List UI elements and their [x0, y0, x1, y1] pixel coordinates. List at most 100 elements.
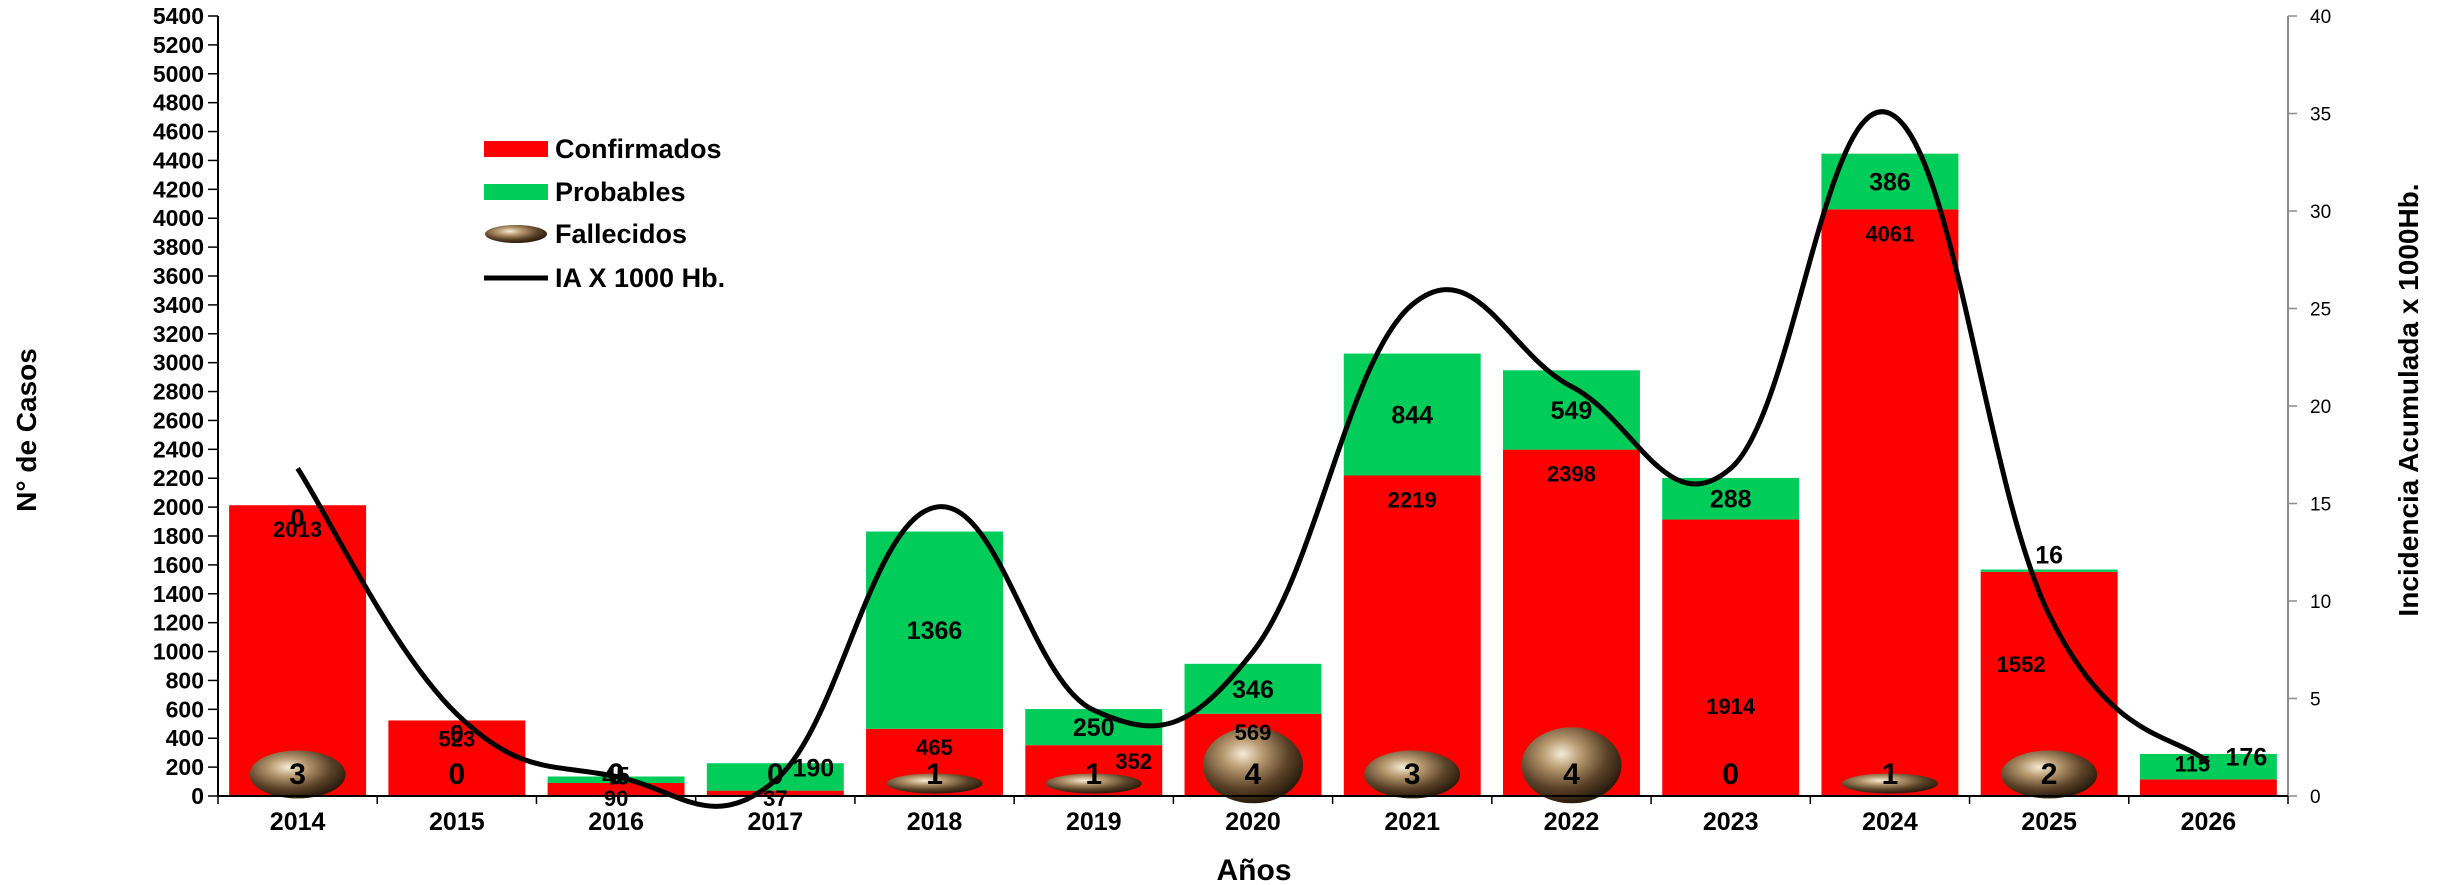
x-axis-title: Años [1217, 854, 1292, 885]
y-tick-label: 400 [166, 725, 204, 751]
fallecidos-marker [1045, 773, 1142, 794]
bar-probables [2139, 753, 2277, 780]
y-tick-label: 3600 [153, 263, 204, 289]
y-tick-label: 3800 [153, 234, 204, 260]
y-tick-label: 2800 [153, 379, 204, 405]
x-tick-label: 2025 [2021, 808, 2077, 836]
y2-tick-label: 10 [2310, 592, 2331, 613]
fallecidos-marker [1203, 727, 1303, 804]
incidence-line [295, 109, 2211, 809]
confirmados-label: 115 [2175, 751, 2211, 776]
legend-label-confirmados: Confirmados [555, 134, 722, 164]
fallecidos-label: 0 [767, 758, 784, 791]
x-tick-label: 2022 [1544, 808, 1600, 836]
fallecidos-marker [1364, 750, 1461, 799]
y-tick-label: 200 [166, 754, 204, 780]
confirmados-label: 37 [763, 786, 787, 811]
legend-label-probables: Probables [555, 177, 686, 207]
y2-axis-title: Incidencia Acumulada x 1000Hb. [2393, 183, 2424, 616]
x-tick-label: 2016 [588, 808, 644, 836]
fallecidos-marker [2001, 750, 2098, 799]
fallecidos-marker [886, 773, 983, 794]
x-tick-label: 2020 [1225, 808, 1281, 836]
y-tick-label: 4000 [153, 205, 204, 231]
x-tick-label: 2014 [270, 808, 326, 836]
fallecidos-label: 0 [449, 758, 466, 791]
probables-label: 0 [450, 720, 464, 748]
fallecidos-label: 3 [289, 758, 306, 791]
data-labels: 3 0 0 0 1 1 4 3 4 0 1 20201305234590190371366465250… [273, 169, 2267, 811]
fallecidos-label: 1 [1882, 758, 1899, 791]
fallecidos-marker [249, 750, 346, 799]
confirmados-label: 569 [1235, 720, 1272, 745]
x-tick-label: 2026 [2181, 808, 2237, 836]
y2-tick-label: 20 [2310, 397, 2331, 418]
fallecidos-markers [249, 727, 2098, 804]
y-tick-label: 2200 [153, 465, 204, 491]
x-axis: 2014 2015 2016 2017 2018 2019 2020 2021 2022 2023… [217, 795, 2289, 836]
fallecidos-label: 3 [1404, 758, 1421, 791]
bar-confirmados [229, 505, 367, 796]
confirmados-label: 1552 [1997, 652, 2046, 677]
bar-probables [866, 531, 1004, 729]
fallecidos-label: 2 [2041, 758, 2058, 791]
confirmados-label: 2398 [1547, 462, 1596, 487]
y-tick-label: 3400 [153, 292, 204, 318]
y2-tick-label: 30 [2310, 202, 2331, 223]
probables-label: 386 [1869, 169, 1911, 197]
y2-tick-label: 15 [2310, 495, 2331, 516]
y-tick-label: 3200 [153, 321, 204, 347]
y-tick-label: 4800 [153, 90, 204, 116]
y-tick-label: 1600 [153, 552, 204, 578]
y-tick-label: 4400 [153, 147, 204, 173]
confirmados-label: 352 [1115, 749, 1152, 774]
y-tick-label: 5000 [153, 61, 204, 87]
y-tick-label: 5400 [153, 3, 204, 29]
y-tick-label: 2600 [153, 407, 204, 433]
bar-confirmados [1343, 475, 1481, 796]
bar-confirmados [1821, 209, 1959, 796]
x-tick-label: 2015 [429, 808, 485, 836]
legend-fallecidos-icon [485, 225, 547, 243]
y2-tick-label: 25 [2310, 300, 2331, 321]
y2-tick-label: 35 [2310, 105, 2331, 126]
legend-swatch-probables [484, 184, 548, 200]
probables-label: 346 [1232, 676, 1274, 704]
probables-label: 45 [602, 763, 630, 791]
bar-confirmados [388, 720, 526, 796]
probables-label: 1366 [907, 617, 963, 645]
y-tick-label: 800 [166, 667, 204, 693]
fallecidos-label: 0 [1722, 758, 1739, 791]
bar-probables [706, 763, 844, 791]
legend-swatch-confirmados [484, 141, 548, 157]
confirmados-label: 4061 [1865, 221, 1914, 246]
bar-probables [1184, 663, 1322, 714]
y-tick-label: 2000 [153, 494, 204, 520]
confirmados-label: 90 [604, 786, 628, 811]
y-tick-label: 0 [191, 783, 204, 809]
confirmados-label: 2219 [1388, 487, 1437, 512]
probables-label: 288 [1710, 486, 1752, 514]
x-tick-label: 2023 [1703, 808, 1759, 836]
y-tick-label: 600 [166, 696, 204, 722]
fallecidos-label: 0 [608, 758, 625, 791]
x-tick-label: 2018 [907, 808, 963, 836]
fallecidos-label: 4 [1245, 758, 1262, 791]
y-tick-label: 1200 [153, 610, 204, 636]
y-axis-right: 0 5 10 15 20 25 30 35 40 [2287, 7, 2331, 808]
confirmados-label: 465 [916, 735, 953, 760]
confirmados-label: 2013 [273, 517, 322, 542]
bar-probables [1502, 370, 1640, 450]
confirmados-label: 523 [438, 726, 475, 751]
confirmados-label: 1914 [1706, 694, 1756, 719]
x-tick-label: 2024 [1862, 808, 1918, 836]
y-tick-label: 4200 [153, 176, 204, 202]
y-tick-label: 5200 [153, 32, 204, 58]
probables-label: 250 [1073, 714, 1115, 742]
probables-label: 844 [1391, 402, 1433, 430]
fallecidos-label: 1 [1085, 758, 1102, 791]
bar-probables [1980, 569, 2118, 572]
y-axis-title: N° de Casos [11, 348, 42, 512]
y2-tick-label: 5 [2310, 690, 2321, 711]
